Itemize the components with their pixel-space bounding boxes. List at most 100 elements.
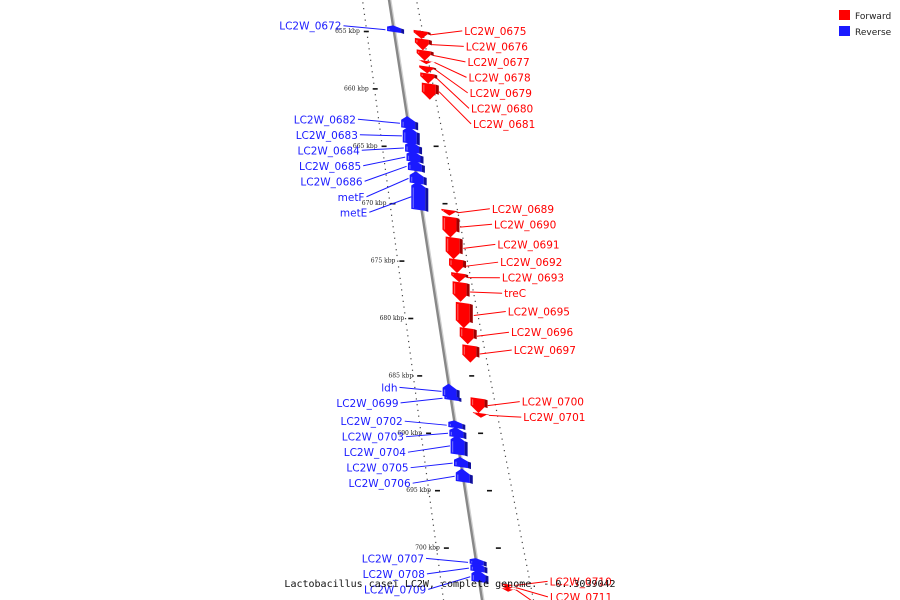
gene-label-LC2W_0699[interactable]: LC2W_0699 xyxy=(336,398,398,410)
gene-label-LC2W_0675[interactable]: LC2W_0675 xyxy=(464,26,526,38)
gene-label-LC2W_0683[interactable]: LC2W_0683 xyxy=(296,130,358,142)
gene-shade xyxy=(428,39,432,46)
gene-arrow-LC2W_0677[interactable] xyxy=(416,49,434,61)
gene-label-metE[interactable]: metE xyxy=(340,207,367,219)
gene-arrow-LC2W_0697[interactable] xyxy=(462,344,480,363)
gene-label-LC2W_0681[interactable]: LC2W_0681 xyxy=(473,119,535,131)
gene-label-LC2W_0711[interactable]: LC2W_0711 xyxy=(550,592,612,600)
minor-tick-dot xyxy=(517,518,519,521)
gene-arrow-LC2W_0695[interactable] xyxy=(455,301,473,329)
gene-arrow-LC2W_0692[interactable] xyxy=(449,258,467,274)
gene-label-metF[interactable]: metF xyxy=(338,192,365,204)
gene-label-LC2W_0705[interactable]: LC2W_0705 xyxy=(346,463,408,475)
gene-body xyxy=(418,59,433,65)
gene-arrow-LC2W_0699[interactable] xyxy=(444,395,462,403)
gene-arrow-LC2W_0693[interactable] xyxy=(451,272,469,283)
gene-arrow-LC2W_0696[interactable] xyxy=(459,327,477,345)
gene-arrow-LC2W_0682[interactable] xyxy=(401,116,419,131)
gene-arrow-LC2W_0685[interactable] xyxy=(406,150,424,164)
leader-line-LC2W_0707 xyxy=(425,557,469,563)
gene-arrow-LC2W_0702[interactable] xyxy=(448,420,466,431)
gene-label-LC2W_0700[interactable]: LC2W_0700 xyxy=(522,397,584,409)
gene-label-LC2W_0701[interactable]: LC2W_0701 xyxy=(523,412,585,424)
gene-label-treC[interactable]: treC xyxy=(504,288,526,300)
gene-label-LC2W_0680[interactable]: LC2W_0680 xyxy=(471,103,533,115)
gene-label-LC2W_0676[interactable]: LC2W_0676 xyxy=(466,41,529,53)
gene-shade xyxy=(425,187,429,212)
minor-tick-dot xyxy=(482,340,484,343)
minor-tick-dot xyxy=(470,277,472,280)
gene-arrow-LC2W_0701[interactable] xyxy=(472,412,490,418)
gene-arrow-LC2W_0703[interactable] xyxy=(449,427,467,440)
minor-tick-dot xyxy=(400,283,402,285)
gene-arrow-LC2W_0675[interactable] xyxy=(413,29,431,39)
minor-tick-dot xyxy=(520,536,522,538)
gene-label-ldh[interactable]: ldh xyxy=(381,382,397,394)
gene-label-LC2W_0672[interactable]: LC2W_0672 xyxy=(279,21,341,33)
gene-arrow-metF[interactable] xyxy=(409,171,427,186)
gene-label-LC2W_0691[interactable]: LC2W_0691 xyxy=(497,239,559,251)
minor-tick-dot xyxy=(383,157,385,159)
gene-arrow-LC2W_0709[interactable] xyxy=(471,569,489,584)
gene-label-LC2W_0689[interactable]: LC2W_0689 xyxy=(492,204,554,216)
gene-label-LC2W_0696[interactable]: LC2W_0696 xyxy=(511,327,574,339)
gene-arrow-LC2W_0711[interactable] xyxy=(499,585,517,590)
gene-label-LC2W_0704[interactable]: LC2W_0704 xyxy=(344,447,407,459)
gene-label-LC2W_0678[interactable]: LC2W_0678 xyxy=(469,72,531,84)
scale-tick-label: 680 kbp xyxy=(380,315,405,322)
gene-label-LC2W_0690[interactable]: LC2W_0690 xyxy=(494,219,556,231)
gene-body xyxy=(452,281,467,302)
gene-label-LC2W_0684[interactable]: LC2W_0684 xyxy=(298,145,361,157)
gene-arrow-LC2W_0681[interactable] xyxy=(421,82,439,100)
gene-arrow-LC2W_0700[interactable] xyxy=(470,397,488,414)
gene-label-LC2W_0685[interactable]: LC2W_0685 xyxy=(299,161,361,173)
minor-tick-dot xyxy=(467,266,470,268)
gene-label-LC2W_0703[interactable]: LC2W_0703 xyxy=(342,432,404,444)
gene-arrow-LC2W_0708[interactable] xyxy=(470,562,488,574)
gene-label-LC2W_0692[interactable]: LC2W_0692 xyxy=(500,257,562,269)
minor-tick-dot xyxy=(434,536,436,538)
gene-arrow-LC2W_0684[interactable] xyxy=(405,141,423,155)
gene-arrow-LC2W_0706[interactable] xyxy=(455,468,473,485)
gene-label-LC2W_0693[interactable]: LC2W_0693 xyxy=(502,273,564,285)
gene-arrow-LC2W_0689[interactable] xyxy=(441,208,459,216)
gene-arrow-LC2W_0676[interactable] xyxy=(414,37,432,51)
gene-arrow-LC2W_0712[interactable] xyxy=(500,587,518,592)
gene-label-LC2W_0682[interactable]: LC2W_0682 xyxy=(294,114,356,126)
gene-shade xyxy=(484,399,488,409)
minor-tick-dot xyxy=(432,82,434,84)
gene-label-LC2W_0686[interactable]: LC2W_0686 xyxy=(300,176,363,188)
gene-arrow-LC2W_0710[interactable] xyxy=(499,582,517,588)
gene-arrow-LC2W_0678[interactable] xyxy=(418,59,436,65)
gene-label-LC2W_0702[interactable]: LC2W_0702 xyxy=(341,416,403,428)
gene-label-LC2W_0697[interactable]: LC2W_0697 xyxy=(514,345,576,357)
gene-arrow-LC2W_0672[interactable] xyxy=(387,25,405,34)
minor-tick-dot xyxy=(370,65,373,67)
gene-label-LC2W_0707[interactable]: LC2W_0707 xyxy=(362,553,424,565)
gene-arrow-LC2W_0704[interactable] xyxy=(450,435,468,457)
gene-label-LC2W_0710[interactable]: LC2W_0710 xyxy=(550,576,612,588)
gene-arrow-LC2W_0690[interactable] xyxy=(442,215,460,238)
gene-label-LC2W_0709[interactable]: LC2W_0709 xyxy=(364,584,426,596)
legend-label-reverse: Reverse xyxy=(855,28,892,38)
minor-tick-dot xyxy=(377,117,380,119)
gene-shade xyxy=(433,67,437,71)
gene-arrow-ldh[interactable] xyxy=(442,383,460,400)
gene-arrow-LC2W_0680[interactable] xyxy=(420,72,438,84)
gene-label-LC2W_0706[interactable]: LC2W_0706 xyxy=(348,478,411,490)
gene-shade xyxy=(455,210,459,214)
gene-label-LC2W_0677[interactable]: LC2W_0677 xyxy=(467,57,529,69)
gene-label-LC2W_0695[interactable]: LC2W_0695 xyxy=(508,307,570,319)
gene-label-LC2W_0679[interactable]: LC2W_0679 xyxy=(470,88,532,100)
gene-arrow-LC2W_0707[interactable] xyxy=(469,558,487,567)
minor-tick-dot xyxy=(469,272,471,274)
gene-arrow-LC2W_0705[interactable] xyxy=(453,457,471,470)
gene-arrow-treC[interactable] xyxy=(452,281,470,302)
gene-arrow-LC2W_0683[interactable] xyxy=(402,126,420,146)
gene-label-LC2W_0708[interactable]: LC2W_0708 xyxy=(363,569,425,581)
gene-arrow-LC2W_0691[interactable] xyxy=(445,236,463,260)
gene-arrow-LC2W_0679[interactable] xyxy=(419,65,437,74)
minor-tick-dot xyxy=(432,524,435,526)
gene-arrow-metE[interactable] xyxy=(411,181,429,212)
gene-arrow-LC2W_0686[interactable] xyxy=(407,159,425,173)
